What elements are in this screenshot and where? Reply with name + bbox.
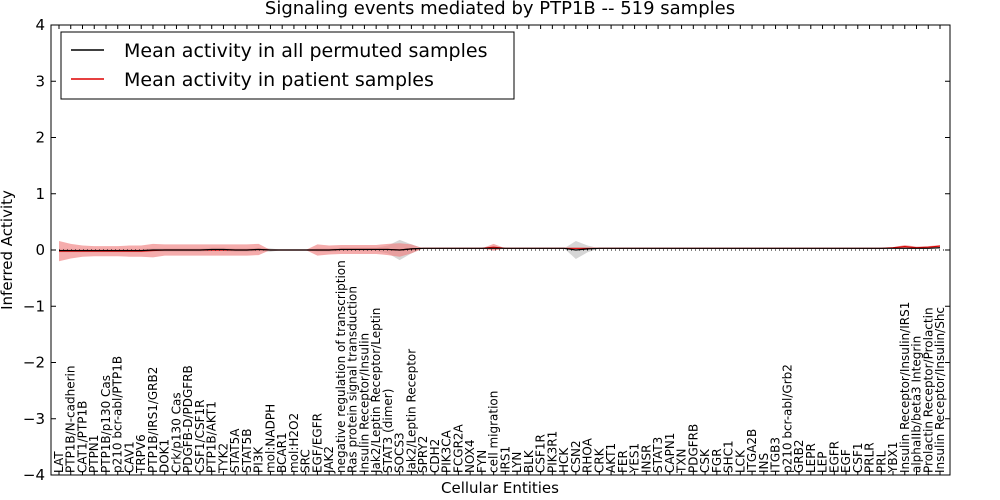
x-tick-label: PI3K [252, 446, 266, 473]
x-tick-label: Jak2/Leptin Receptor [404, 349, 418, 474]
x-tick-label: BLK [522, 449, 536, 473]
x-tick-label: CAT1/PTP1B [75, 401, 89, 473]
x-tick-label: PDGFRB [686, 424, 700, 473]
x-tick-label: SHC1 [722, 440, 736, 473]
x-tick-label: CSK [698, 448, 712, 473]
x-tick-label: FCGR2A [451, 423, 465, 473]
x-tick-label: STAT5A [228, 428, 242, 473]
x-tick-label: PRL [874, 450, 888, 473]
x-tick-label: TXN [675, 448, 689, 474]
x-tick-label: CSF1 [851, 442, 865, 473]
x-tick-label: mol:NADPH [263, 404, 277, 473]
x-tick-label: STAT5B [240, 429, 254, 474]
x-tick-label: EGFR [827, 441, 841, 473]
x-tick-label: Insulin Receptor/Insulin [357, 333, 371, 473]
x-tick-label: DOK1 [158, 439, 172, 473]
series-lines [59, 245, 941, 252]
patient-band [59, 241, 940, 262]
y-tick-label: −2 [23, 354, 45, 372]
x-tick-label: LYN [510, 452, 524, 473]
y-tick-label: 4 [35, 16, 45, 34]
y-tick-label: −1 [23, 297, 45, 315]
x-tick-label: Ras protein signal transduction [346, 286, 360, 473]
x-tick-label: IRS1 [498, 446, 512, 473]
x-tick-label: FER [616, 450, 630, 473]
y-tick-label: −4 [23, 466, 45, 484]
x-tick-label: HCK [557, 447, 571, 473]
x-tick-label: TRPV6 [134, 434, 148, 474]
y-tick-label: 2 [35, 129, 45, 147]
x-axis-label: Cellular Entities [441, 479, 559, 497]
x-tick-label: Insulin Receptor/Insulin/IRS1 [898, 302, 912, 473]
x-tick-label: BCAR1 [275, 432, 289, 473]
x-tick-label: Jak2/Leptin Receptor/Leptin [369, 308, 383, 474]
legend: Mean activity in all permuted samples Mea… [60, 31, 515, 100]
legend-box [60, 31, 515, 100]
x-tick-label: SOCS3 [393, 432, 407, 473]
x-tick-label: PIK3R1 [545, 431, 559, 473]
y-tick-label: −3 [23, 410, 45, 428]
x-tick-label: SRC [299, 449, 313, 473]
x-tick-label: PDGFB-D/PDGFRB [181, 365, 195, 473]
x-tick-label: p210 bcr-abl/Grb2 [780, 364, 794, 473]
x-tick-label: INSR [639, 445, 653, 473]
y-tick-label: 0 [35, 241, 45, 259]
x-tick-label: EGF/EGFR [310, 413, 324, 473]
y-axis-label: Inferred Activity [0, 190, 16, 310]
x-tick-label: PTP1B/IRS1/GRB2 [146, 367, 160, 473]
x-tick-label: CSF1/CSF1R [193, 400, 207, 473]
chart-title: Signaling events mediated by PTP1B -- 51… [265, 0, 735, 19]
x-tick-label: CSF1R [534, 434, 548, 473]
x-tick-label: FGR [710, 448, 724, 473]
x-tick-label: Prolactin Receptor/Prolactin [921, 307, 935, 473]
y-tick-label: 1 [35, 185, 45, 203]
x-tick-label: FYN [475, 450, 489, 473]
x-tick-label: CDH2 [428, 439, 442, 473]
x-tick-label: LEP [816, 451, 830, 473]
x-tick-label: EGF [839, 449, 853, 473]
x-tick-label: PTP1B/N-cadherin [64, 366, 78, 473]
x-tick-label: INS [757, 453, 771, 473]
x-tick-label: CRK [592, 447, 606, 473]
x-tick-label: STAT3 [651, 437, 665, 473]
x-tick-label: GRB2 [792, 439, 806, 473]
x-tick-label: p210 bcr-abl/PTP1B [111, 356, 125, 473]
x-tick-label: Insulin Receptor/Insulin/Shc [933, 307, 947, 473]
x-tick-label: PTP1B/AKT1 [205, 401, 219, 473]
x-tick-label: Crk/p130 Cas [169, 392, 183, 473]
legend-permuted-label: Mean activity in all permuted samples [124, 40, 487, 62]
x-tick-label: LAT [52, 451, 66, 473]
x-tick-label: YBX1 [886, 442, 900, 474]
x-tick-label: YES1 [628, 443, 642, 474]
permuted-mean-line [59, 247, 941, 252]
x-tick-label: ITGA2B [745, 429, 759, 473]
y-axis-ticks: −4 −3 −2 −1 0 1 2 3 4 [23, 16, 950, 484]
x-tick-label: mol:H2O2 [287, 413, 301, 473]
x-tick-label: NOX4 [463, 439, 477, 473]
x-tick-label: CAV1 [122, 441, 136, 473]
x-tick-label: PRLR [863, 442, 877, 473]
x-tick-label: RHOA [581, 437, 595, 473]
x-tick-label: AKT1 [604, 443, 618, 473]
x-tick-label: cell migration [487, 391, 501, 473]
x-tick-label: PTPN1 [87, 435, 101, 473]
x-tick-label: TYK2 [216, 443, 230, 474]
x-tick-label: PIK3CA [440, 429, 454, 473]
x-tick-label: CSN2 [569, 440, 583, 473]
x-tick-label: PTP1B/p130 Cas [99, 375, 113, 473]
x-tick-label: CAPN1 [663, 433, 677, 473]
x-tick-label: alphaIIb/beta3 Integrin [910, 336, 924, 473]
x-tick-label: LCK [733, 449, 747, 473]
legend-patient-label: Mean activity in patient samples [124, 69, 434, 91]
x-tick-label: SPRY2 [416, 436, 430, 473]
x-tick-label: STAT3 (dimer) [381, 389, 395, 473]
x-tick-label: negative regulation of transcription [334, 260, 348, 473]
x-tick-label: JAK2 [322, 446, 336, 474]
x-tick-label: LEPR [804, 443, 818, 473]
x-axis-ticks: LATPTP1B/N-cadherinCAT1/PTP1BPTPN1PTP1B/… [52, 25, 947, 475]
x-tick-label: ITGB3 [769, 437, 783, 473]
y-tick-label: 3 [35, 72, 45, 90]
